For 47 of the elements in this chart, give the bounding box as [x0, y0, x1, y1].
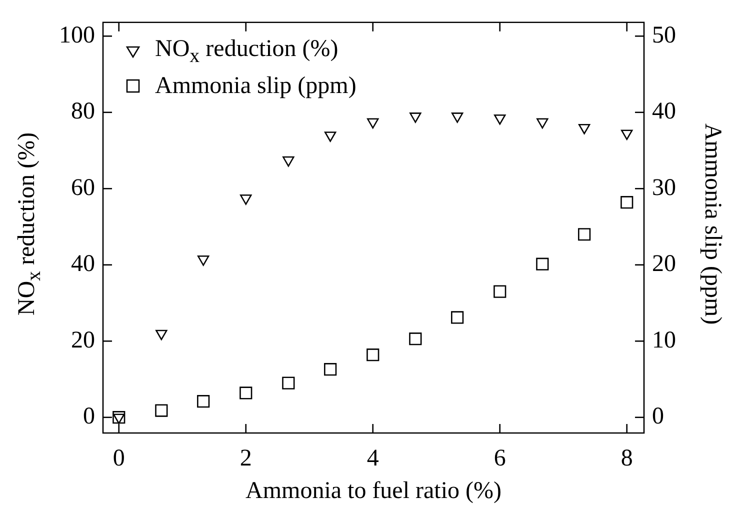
point — [578, 228, 591, 241]
point — [324, 363, 337, 376]
point — [240, 386, 252, 400]
y2-tick-label: 40 — [652, 98, 676, 125]
x-axis-title: Ammonia to fuel ratio (%) — [246, 478, 502, 505]
point — [324, 132, 336, 142]
point — [113, 414, 125, 424]
point — [282, 156, 294, 167]
point — [112, 411, 126, 424]
y-tick-label: 40 — [71, 251, 95, 278]
point — [621, 130, 633, 140]
y-tick-label: 60 — [71, 174, 95, 201]
legend-label: Ammonia slip (ppm) — [155, 72, 356, 101]
point — [409, 332, 422, 346]
point — [282, 376, 295, 390]
point — [536, 258, 549, 270]
point — [197, 395, 210, 408]
y-tick-label: 0 — [83, 404, 95, 430]
legend-label: NO$_{x}$ reduction (%) — [155, 35, 338, 69]
point — [578, 124, 590, 134]
x-tick-label: 6 — [494, 446, 506, 472]
y2-tick-label: 10 — [652, 327, 676, 354]
x-tick-label: 0 — [112, 446, 125, 472]
y-tick-label: 20 — [71, 327, 95, 354]
y-tick-label: 80 — [71, 98, 95, 125]
point — [620, 196, 634, 209]
point — [240, 194, 252, 205]
point — [155, 404, 168, 417]
point — [451, 311, 464, 324]
point — [536, 118, 548, 129]
y2-tick-label: 0 — [652, 404, 664, 430]
y-tick-label: 100 — [59, 22, 95, 48]
point — [156, 330, 168, 340]
x-tick-label: 4 — [366, 446, 379, 472]
x-tick-label: 8 — [620, 446, 633, 472]
y2-tick-label: 50 — [652, 22, 676, 48]
point — [494, 114, 506, 125]
y2-tick-label: 30 — [652, 174, 676, 201]
point — [367, 118, 379, 129]
y2-axis-title: Ammonia slip (ppm) — [698, 122, 726, 324]
point — [197, 255, 210, 266]
point — [451, 112, 464, 123]
point — [410, 112, 422, 123]
y2-tick-label: 20 — [652, 251, 676, 278]
x-tick-label: 2 — [240, 446, 252, 472]
point — [366, 348, 380, 362]
point — [494, 285, 506, 298]
